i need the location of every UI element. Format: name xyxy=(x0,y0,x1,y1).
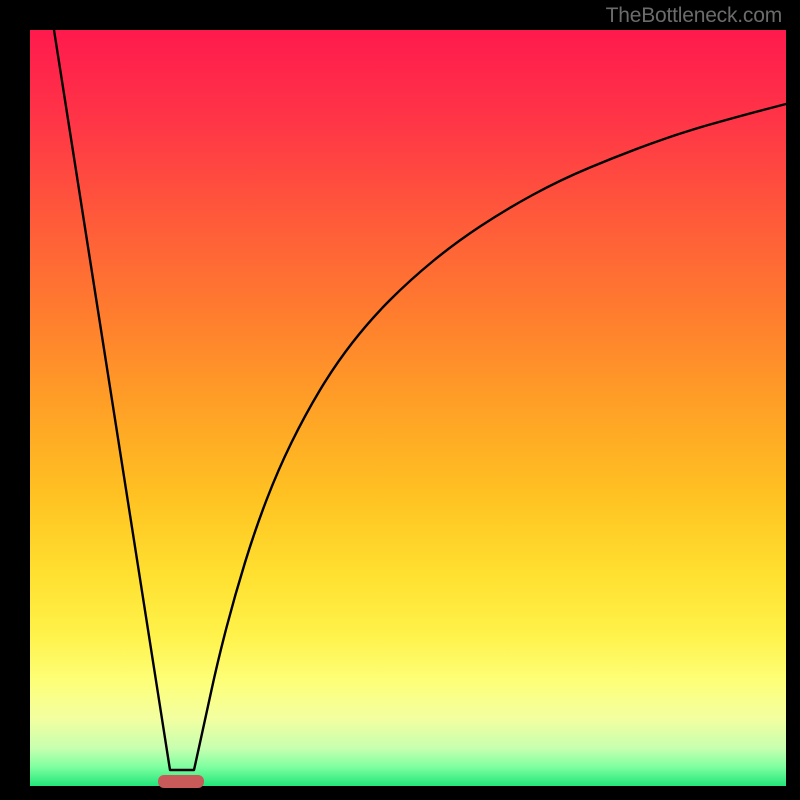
chart-container: TheBottleneck.com xyxy=(0,0,800,800)
watermark-text: TheBottleneck.com xyxy=(606,4,782,28)
optimal-marker xyxy=(158,775,204,788)
plot-background xyxy=(30,30,786,786)
chart-svg xyxy=(0,0,800,800)
